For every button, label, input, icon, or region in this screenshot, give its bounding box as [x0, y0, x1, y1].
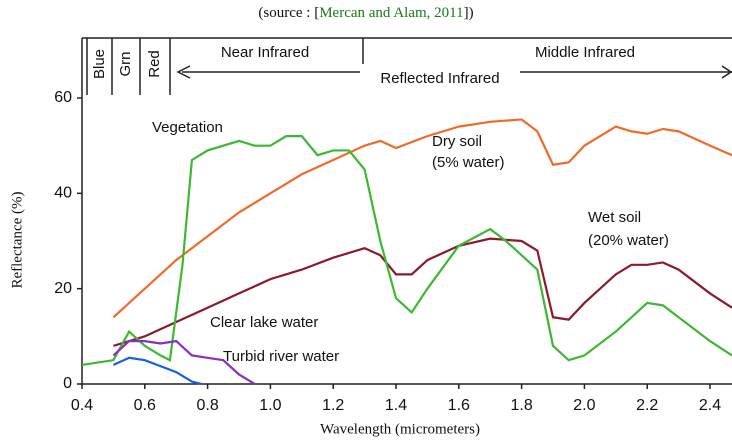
x-tick-label: 2.0 — [573, 397, 595, 414]
x-tick-label: 2.2 — [636, 397, 658, 414]
band-label: Near Infrared — [221, 44, 309, 61]
band-label: Blue — [91, 49, 108, 79]
band-label: Grn — [117, 51, 134, 76]
annotation: Wet soil — [588, 209, 641, 226]
title-part: (source : [ — [258, 5, 319, 21]
y-tick-label: 40 — [54, 185, 72, 202]
y-tick-label: 0 — [63, 375, 72, 392]
series-line — [112, 356, 202, 386]
band-label-bg — [360, 68, 520, 88]
y-tick-label: 20 — [54, 280, 72, 297]
x-tick-label: 1.2 — [322, 397, 344, 414]
series-line — [112, 339, 256, 385]
y-axis-label: Reflectance (%) — [9, 191, 25, 288]
x-axis-label: Wavelength (micrometers) — [320, 421, 480, 437]
y-tick-label: 60 — [54, 89, 72, 106]
band-frame — [81, 37, 732, 384]
band-label: Middle Infrared — [535, 44, 635, 61]
x-tick-label: 0.6 — [134, 397, 156, 414]
series-line — [113, 237, 732, 347]
x-tick-label: 1.4 — [385, 397, 407, 414]
x-tick-label: 1.0 — [259, 397, 281, 414]
x-tick-label: 0.8 — [196, 397, 218, 414]
band-label: Red — [146, 50, 163, 78]
annotation: (5% water) — [432, 154, 505, 171]
annotation: Turbid river water — [223, 348, 339, 365]
band-label: Reflected Infrared — [380, 70, 499, 87]
x-tick-label: 1.8 — [510, 397, 532, 414]
title-link: Mercan and Alam, 2011 — [319, 5, 463, 21]
annotation: Clear lake water — [210, 314, 318, 331]
x-tick-label: 1.6 — [448, 397, 470, 414]
x-tick-label: 2.4 — [699, 397, 721, 414]
title-part: ]) — [464, 5, 474, 21]
annotation: Vegetation — [152, 119, 223, 136]
chart-title: (source : [Mercan and Alam, 2011]) — [258, 5, 473, 21]
annotation: Dry soil — [432, 133, 482, 150]
series-line — [81, 135, 732, 367]
series-line — [112, 118, 732, 319]
x-tick-label: 0.4 — [71, 397, 93, 414]
annotation: (20% water) — [588, 232, 669, 249]
